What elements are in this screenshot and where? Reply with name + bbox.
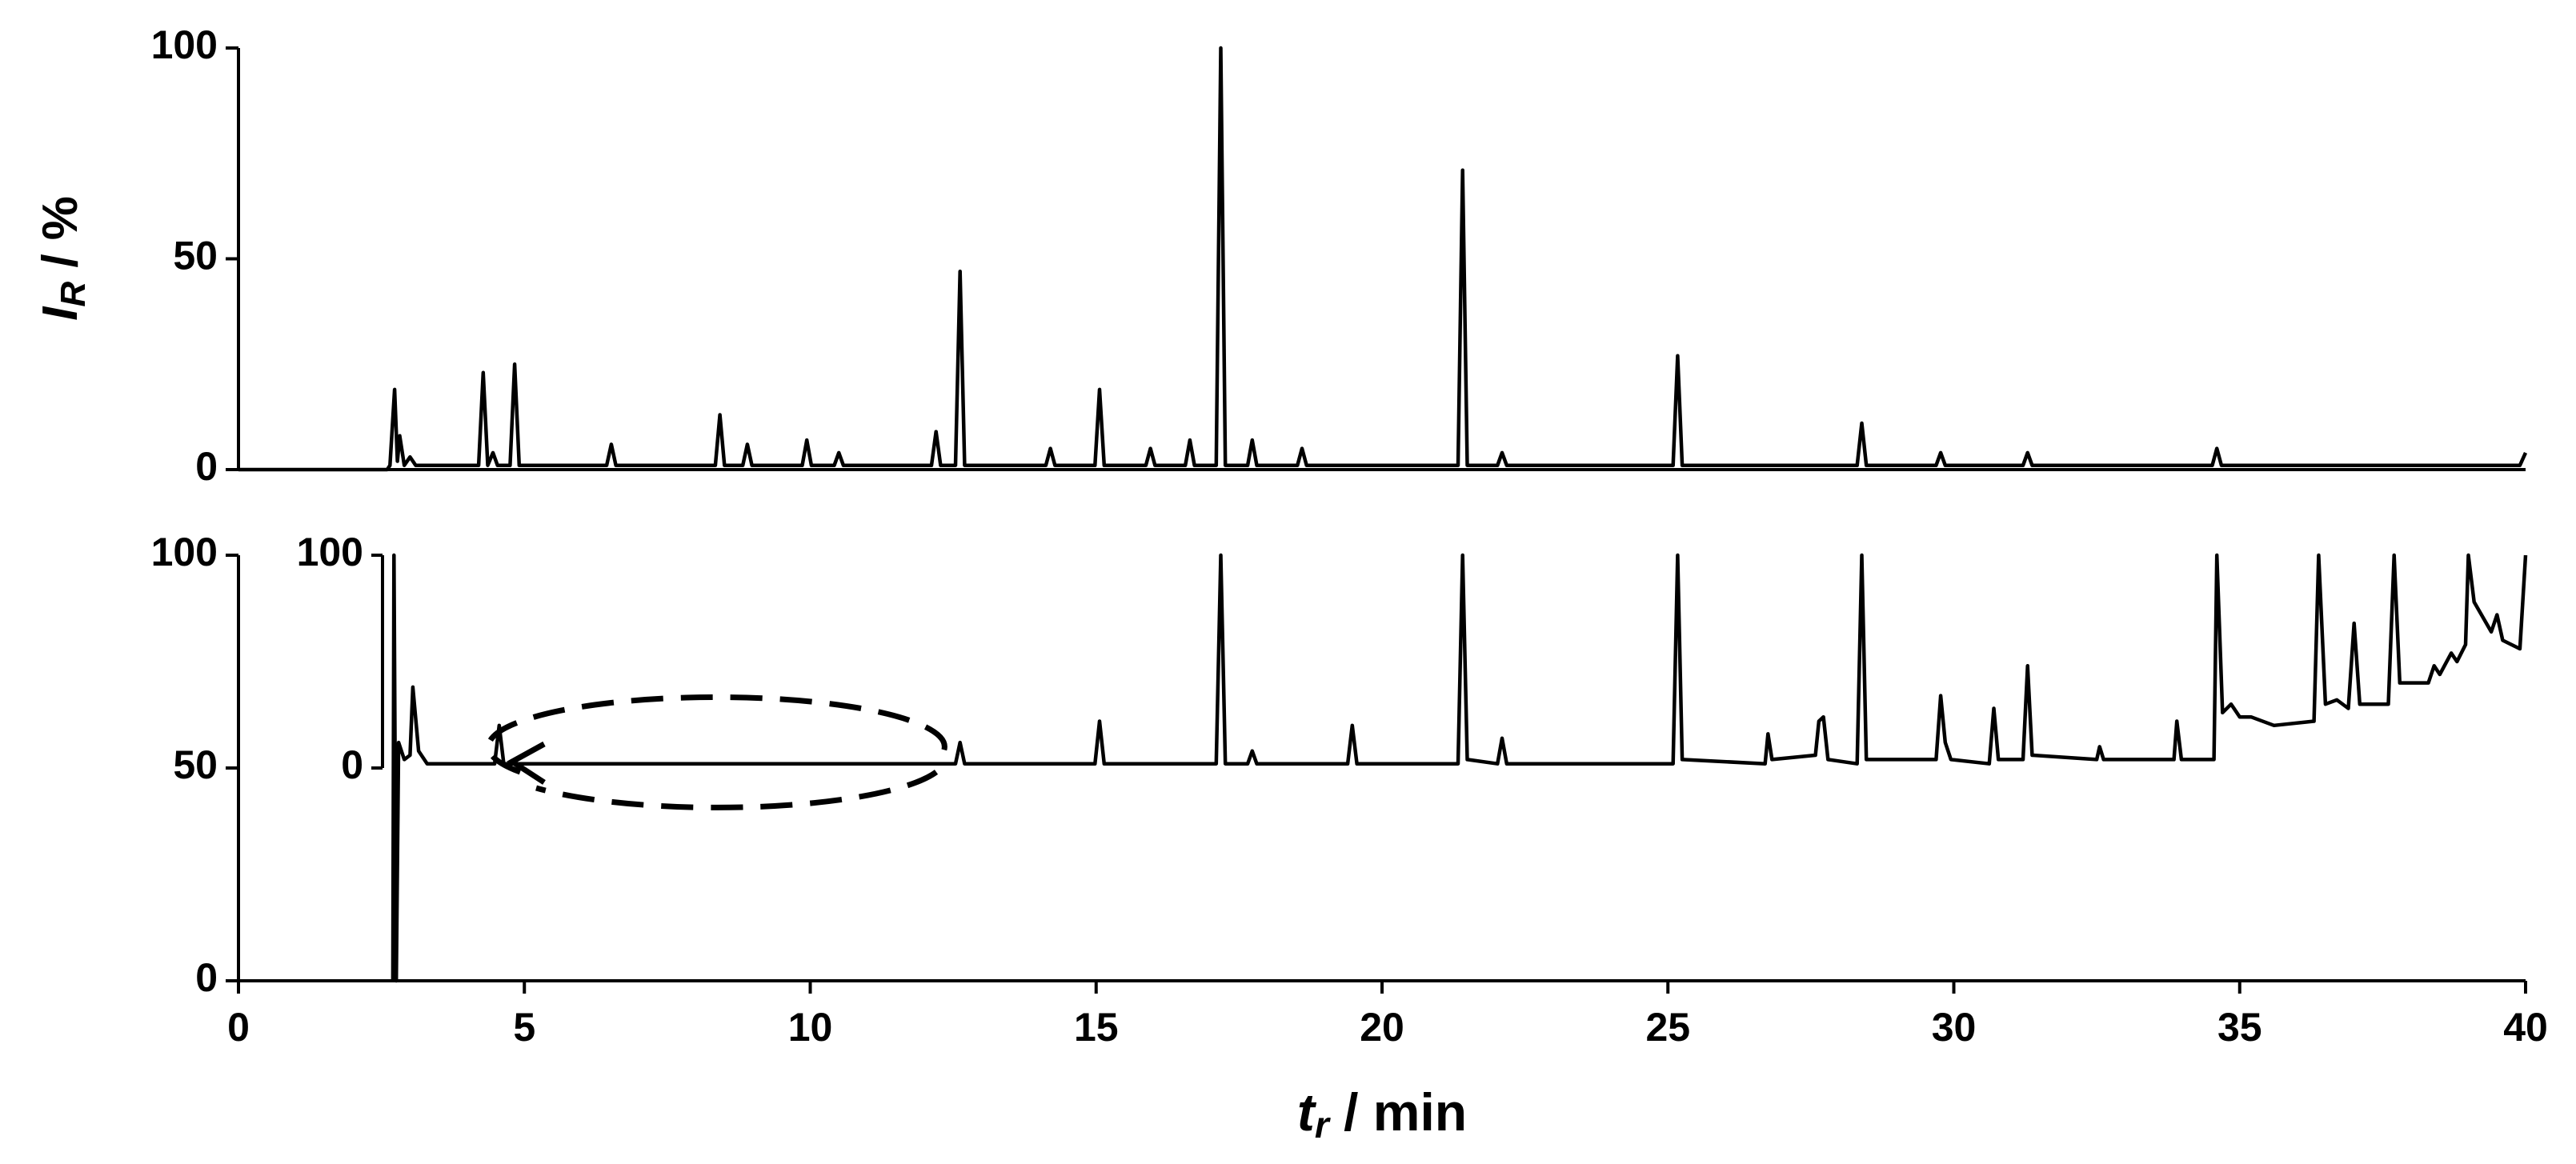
x-axis-title: tr / min — [1297, 1082, 1467, 1146]
x-tick-label: 0 — [227, 1005, 250, 1050]
x-tick-label: 35 — [2217, 1005, 2262, 1050]
y-tick-label: 0 — [195, 444, 218, 489]
y-title-main: I — [33, 306, 88, 321]
x-tick-label: 30 — [1932, 1005, 1977, 1050]
annotation-ellipse — [485, 694, 947, 810]
x-title-rest: / min — [1329, 1082, 1467, 1142]
y-tick-label: 50 — [173, 742, 218, 787]
y2-tick-label: 0 — [341, 742, 363, 787]
y-tick-label: 50 — [173, 234, 218, 278]
y-title-sub: R — [54, 282, 93, 307]
y-axis-title: IR / % — [33, 196, 92, 321]
x-tick-label: 5 — [513, 1005, 535, 1050]
x-tick-label: 10 — [788, 1005, 833, 1050]
x-tick-label: 20 — [1360, 1005, 1404, 1050]
trace-line — [238, 46, 2528, 472]
x-title-main: t — [1297, 1082, 1317, 1142]
y2-tick-label: 100 — [297, 530, 363, 574]
x-tick-label: 15 — [1074, 1005, 1119, 1050]
trace-line — [391, 553, 2528, 983]
x-tick-label: 25 — [1645, 1005, 1690, 1050]
x-tick-label: 40 — [2503, 1005, 2548, 1050]
y-tick-label: 100 — [151, 22, 218, 67]
y-tick-label: 0 — [195, 955, 218, 1000]
y-tick-label: 100 — [151, 530, 218, 574]
y-title-rest: / % — [33, 196, 88, 282]
x-title-sub: r — [1315, 1104, 1331, 1146]
